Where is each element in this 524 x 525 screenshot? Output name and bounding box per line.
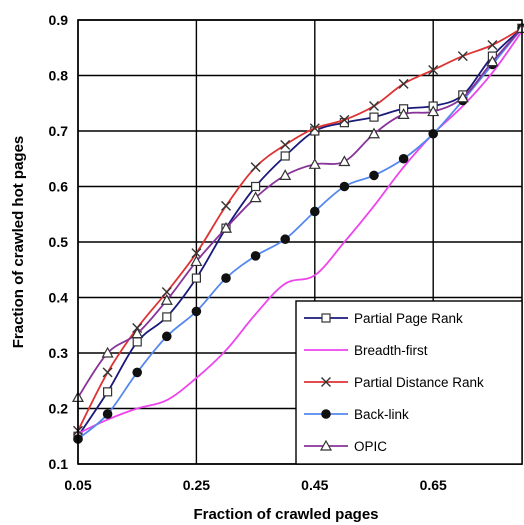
data-point <box>367 127 381 139</box>
data-point <box>280 139 291 150</box>
legend-item: Partial Page Rank <box>304 311 463 326</box>
series-layer <box>71 22 524 444</box>
data-point <box>132 337 142 347</box>
data-point <box>308 158 321 169</box>
data-point <box>131 327 144 339</box>
legend-label: Breadth-first <box>354 343 428 358</box>
data-point <box>309 123 320 134</box>
x-axis-title: Fraction of crawled pages <box>193 506 378 523</box>
y-axis-title: Fraction of crawled hot pages <box>10 136 27 349</box>
y-tick-label: 0.1 <box>49 456 69 472</box>
series-opic <box>71 22 524 402</box>
x-tick-label: 0.25 <box>183 477 210 493</box>
x-tick-label: 0.05 <box>64 477 91 493</box>
data-point <box>191 306 202 317</box>
data-point <box>191 248 202 259</box>
legend-item: OPIC <box>304 439 387 454</box>
data-point <box>102 409 113 419</box>
data-point <box>250 251 261 261</box>
series-line <box>77 30 523 435</box>
data-point <box>338 155 351 167</box>
legend-label: Partial Page Rank <box>354 311 463 326</box>
data-point <box>397 108 410 119</box>
data-point <box>101 346 114 358</box>
data-point <box>428 64 439 75</box>
legend-marker <box>319 439 333 451</box>
y-tick-label: 0.7 <box>49 123 69 139</box>
series-line <box>77 27 523 398</box>
legend-label: Back-link <box>354 407 409 422</box>
y-tick-label: 0.5 <box>49 234 69 250</box>
data-point <box>428 128 439 139</box>
series-breadth-first <box>77 30 523 435</box>
series-line <box>77 27 523 432</box>
data-point <box>339 114 350 125</box>
data-point <box>280 234 291 245</box>
data-point <box>339 118 349 128</box>
data-point <box>310 206 320 217</box>
data-point <box>427 105 440 117</box>
data-point <box>369 101 379 112</box>
y-tick-label: 0.4 <box>49 290 69 306</box>
data-point <box>190 255 203 267</box>
data-point <box>250 162 261 173</box>
data-point <box>162 312 172 322</box>
data-point <box>160 294 173 305</box>
x-tick-label: 0.45 <box>301 477 328 493</box>
series-line <box>77 27 523 440</box>
data-point <box>369 112 379 122</box>
x-tick-label: 0.65 <box>420 477 447 493</box>
data-point <box>249 191 262 203</box>
data-point <box>457 51 468 62</box>
data-point <box>279 169 292 180</box>
legend-label: OPIC <box>354 439 387 454</box>
legend-label: Partial Distance Rank <box>354 375 484 390</box>
data-point <box>102 367 113 378</box>
series-line <box>77 27 523 437</box>
data-point <box>486 55 499 67</box>
data-point <box>339 181 350 192</box>
data-point <box>102 387 113 397</box>
y-tick-label: 0.2 <box>49 401 69 417</box>
data-point <box>487 39 498 50</box>
data-point <box>369 170 379 181</box>
legend-marker <box>321 313 331 323</box>
data-point <box>221 273 231 283</box>
y-tick-label: 0.6 <box>49 179 69 195</box>
data-point <box>280 151 290 161</box>
axes: 0.1 0.2 0.3 0.4 0.5 0.6 0.7 0.8 0.9 0.05 0.25 0.45 0… <box>49 12 523 493</box>
data-point <box>456 91 469 103</box>
data-point <box>191 273 201 283</box>
legend-item: Breadth-first <box>304 343 428 358</box>
data-point <box>162 331 172 342</box>
data-point <box>132 367 142 378</box>
data-point <box>161 286 172 297</box>
legend: Partial Page Rank Breadth-first Partial Di… <box>295 300 523 465</box>
legend-marker <box>321 377 331 387</box>
data-point <box>219 221 233 233</box>
data-point <box>398 78 409 89</box>
legend-item: Partial Distance Rank <box>304 375 484 390</box>
data-point <box>398 153 409 164</box>
legend-marker <box>321 409 331 419</box>
y-tick-label: 0.9 <box>49 12 69 28</box>
legend-item: Back-link <box>304 407 409 422</box>
y-tick-label: 0.8 <box>49 68 69 84</box>
data-point <box>251 181 261 192</box>
data-point <box>221 200 231 211</box>
y-tick-label: 0.3 <box>49 345 69 361</box>
